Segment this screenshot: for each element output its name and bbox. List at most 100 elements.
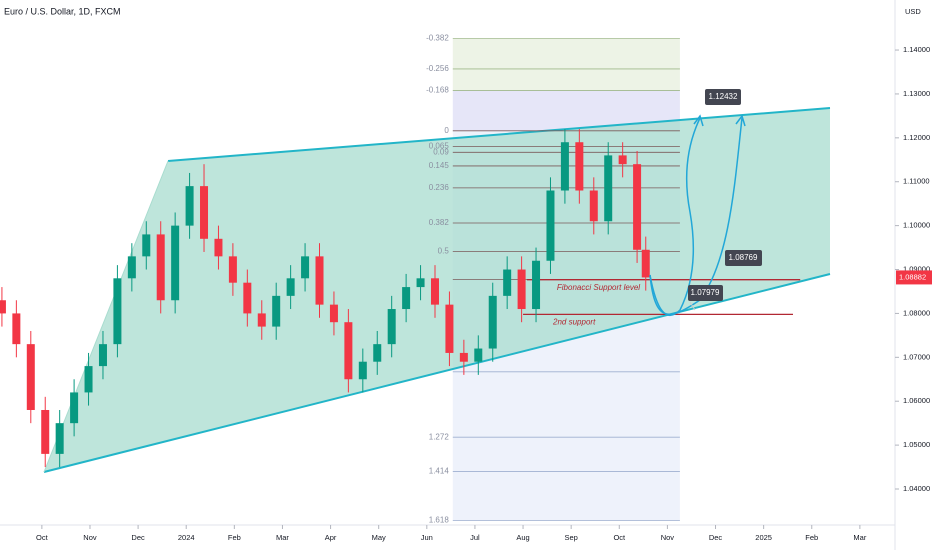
- x-tick-label: Oct: [36, 533, 49, 542]
- candle-body: [70, 392, 79, 424]
- candle-body: [156, 234, 165, 301]
- candle-body: [315, 256, 324, 305]
- callout-pointer: [689, 301, 696, 311]
- x-tick-label: Dec: [131, 533, 145, 542]
- candle-body: [416, 278, 425, 288]
- candle-body: [589, 190, 598, 222]
- support-label: Fibonacci Support level: [557, 283, 640, 292]
- candle-body: [641, 249, 650, 278]
- candle-body: [214, 238, 223, 257]
- support-label: 2nd support: [552, 317, 596, 326]
- candle-body: [272, 295, 281, 327]
- candle-body: [604, 155, 613, 222]
- candle-body: [560, 142, 569, 191]
- fib-label: -0.382: [426, 34, 449, 43]
- fib-label: 0.5: [438, 247, 450, 256]
- x-tick-label: Feb: [805, 533, 818, 542]
- candle-body: [546, 190, 555, 261]
- currency: USD: [905, 7, 921, 16]
- candle-body: [402, 287, 411, 310]
- y-tick-label: 1.10000: [903, 221, 930, 230]
- candle-body: [474, 348, 483, 362]
- candles: [0, 129, 650, 468]
- candle-body: [127, 256, 136, 279]
- x-tick-label: May: [372, 533, 386, 542]
- candle-body: [633, 164, 642, 250]
- fib-label: 0.09: [433, 147, 449, 156]
- candle-body: [55, 423, 64, 454]
- candle-body: [387, 309, 396, 345]
- x-tick-label: Nov: [661, 533, 675, 542]
- callout-box: [705, 89, 741, 105]
- candle-body: [329, 304, 338, 323]
- fib-label: 0.065: [429, 142, 450, 151]
- x-tick-label: Sep: [564, 533, 577, 542]
- fib-label: 1.414: [429, 467, 450, 476]
- x-tick-label: 2024: [178, 533, 195, 542]
- fib-label: 0: [444, 126, 449, 135]
- channel-lower: [43, 273, 831, 473]
- candle-body: [618, 155, 627, 165]
- y-tick-label: 1.05000: [903, 440, 930, 449]
- fib-zone: [452, 38, 680, 91]
- candle-body: [575, 142, 584, 191]
- candle-body: [200, 186, 209, 239]
- axes: 1.04000 1.05000 1.06000 1.07000 1.08000 1.090…: [36, 45, 932, 542]
- candle-body: [517, 269, 526, 310]
- y-tick-label: 1.12000: [903, 133, 930, 142]
- candle-body: [243, 282, 252, 314]
- candle-body: [185, 186, 194, 226]
- candle-body: [488, 295, 497, 349]
- candle-body: [344, 322, 353, 380]
- last-price-label: 1.08882: [899, 272, 926, 281]
- callout-box: [688, 285, 723, 301]
- x-tick-label: Mar: [853, 533, 866, 542]
- fib-label: -0.168: [426, 86, 449, 95]
- candle-body: [113, 278, 122, 345]
- candle-body: [503, 269, 512, 296]
- candle-body: [373, 344, 382, 362]
- candle-body: [532, 260, 541, 310]
- candle-body: [430, 278, 439, 305]
- candle-body: [171, 225, 180, 301]
- candle-body: [257, 313, 266, 327]
- chart-title: Euro / U.S. Dollar, 1D, FXCM: [4, 6, 121, 16]
- y-tick-label: 1.07000: [903, 352, 930, 361]
- callout-label: 1.07979: [691, 288, 720, 297]
- fib-label: 0.145: [429, 161, 450, 170]
- candle-body: [142, 234, 151, 257]
- candle-body: [445, 304, 454, 353]
- candle-body: [459, 352, 468, 362]
- callout-label: 1.12432: [709, 92, 738, 101]
- x-tick-label: Jun: [421, 533, 433, 542]
- candle-body: [98, 344, 107, 367]
- y-tick-label: 1.09000: [903, 265, 930, 274]
- fib-label: 0.382: [429, 218, 450, 227]
- x-tick-label: 2025: [755, 533, 772, 542]
- x-tick-label: Mar: [276, 533, 289, 542]
- fib-label: 0.236: [429, 183, 450, 192]
- x-tick-label: Oct: [613, 533, 626, 542]
- candle-body: [84, 366, 93, 393]
- arrow-head: [693, 114, 746, 127]
- fib-label: 1.272: [429, 432, 450, 441]
- channel-left: [43, 160, 169, 473]
- candle-body: [12, 313, 21, 345]
- fib-label: -0.256: [426, 64, 449, 73]
- x-tick-label: Aug: [516, 533, 529, 542]
- candle-body: [26, 344, 35, 410]
- y-tick-label: 1.04000: [903, 484, 930, 493]
- candle-body: [301, 256, 310, 279]
- candle-body: [0, 300, 6, 314]
- x-tick-label: Nov: [83, 533, 97, 542]
- candle-body: [41, 409, 50, 454]
- y-tick-label: 1.13000: [903, 89, 930, 98]
- y-tick-label: 1.06000: [903, 396, 930, 405]
- x-tick-label: Apr: [325, 533, 337, 542]
- time-axis: [0, 525, 895, 550]
- channel-upper: [167, 107, 831, 162]
- callout-box: [725, 250, 762, 266]
- y-tick-label: 1.14000: [903, 45, 930, 54]
- candle-body: [286, 278, 295, 296]
